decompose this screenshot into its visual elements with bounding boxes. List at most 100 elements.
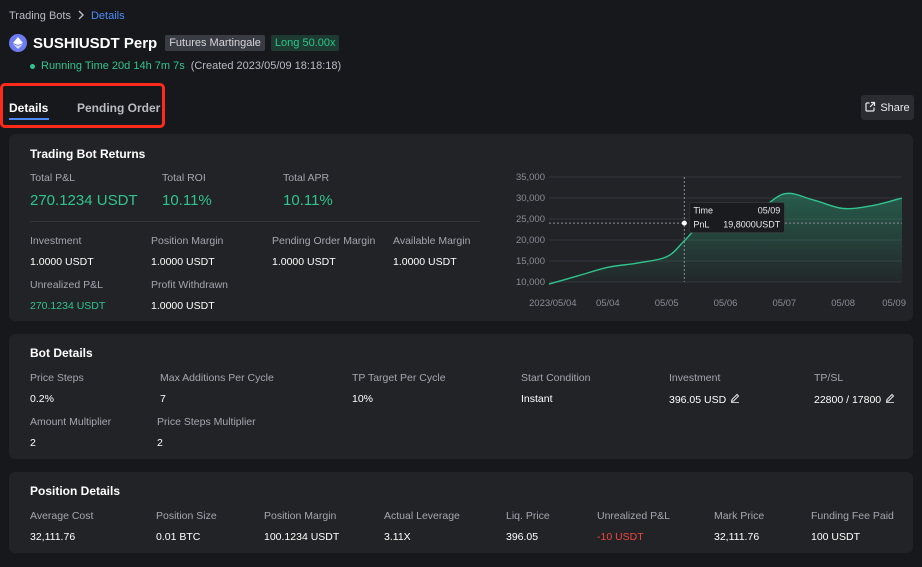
start-condition-field: Start Condition Instant xyxy=(521,372,590,405)
running-time: Running Time 20d 14h 7m 7s xyxy=(41,60,185,72)
field-label: Mark Price xyxy=(714,510,765,522)
total-pnl-value: 270.1234 USDT xyxy=(30,192,138,209)
total-apr: Total APR 10.11% xyxy=(283,172,333,209)
field-label: Position Size xyxy=(156,510,217,522)
field-label: Investment xyxy=(669,372,721,384)
pnl-chart-svg[interactable]: 10,000 15,000 20,000 25,000 30,000 35,000 2023… xyxy=(504,170,909,315)
total-pnl-label: Total P&L xyxy=(30,172,75,184)
field-value: 0.2% xyxy=(30,393,54,405)
field-value: 2 xyxy=(157,437,163,449)
chevron-right-icon xyxy=(77,9,85,23)
price-steps-field: Price Steps 0.2% xyxy=(30,372,84,405)
field-value: -10 USDT xyxy=(597,531,644,543)
position-unrealized-pnl-field: Unrealized P&L -10 USDT xyxy=(597,510,670,543)
share-label: Share xyxy=(880,101,910,114)
field-label: Unrealized P&L xyxy=(597,510,670,522)
actual-leverage-field: Actual Leverage 3.11X xyxy=(384,510,460,543)
field-label: Investment xyxy=(30,235,82,247)
field-value: 1.0000 USDT xyxy=(272,256,336,268)
edit-investment-icon[interactable] xyxy=(730,393,740,406)
field-label: Actual Leverage xyxy=(384,510,460,522)
divider xyxy=(30,221,480,222)
field-label: Price Steps Multiplier xyxy=(157,416,256,428)
field-label: Available Margin xyxy=(393,235,471,247)
field-label: Max Additions Per Cycle xyxy=(160,372,274,384)
total-roi-value: 10.11% xyxy=(162,192,212,209)
strategy-tag: Futures Martingale xyxy=(165,35,265,51)
position-margin-field: Position Margin 1.0000 USDT xyxy=(151,235,223,268)
pnl-area xyxy=(549,193,902,285)
field-value: 1.0000 USDT xyxy=(30,256,94,268)
pnl-chart[interactable]: 10,000 15,000 20,000 25,000 30,000 35,000 2023… xyxy=(504,170,909,315)
liq-price-field: Liq. Price 396.05 xyxy=(506,510,550,543)
field-value: 7 xyxy=(160,393,166,405)
field-label: Position Margin xyxy=(264,510,337,522)
edit-tp-sl-icon[interactable] xyxy=(885,393,895,406)
sushi-coin-icon xyxy=(9,34,27,52)
y-tick-label: 20,000 xyxy=(516,235,545,246)
tooltip-box xyxy=(689,202,785,233)
breadcrumb-trading-bots[interactable]: Trading Bots xyxy=(9,10,71,22)
field-value: 10% xyxy=(352,393,374,405)
direction-tag: Long 50.00x xyxy=(270,35,340,51)
available-margin-field: Available Margin 1.0000 USDT xyxy=(393,235,470,268)
field-label: Funding Fee Paid xyxy=(811,510,894,522)
total-pnl: Total P&L 270.1234 USDT xyxy=(30,172,138,209)
created-time: (Created 2023/05/09 18:18:18) xyxy=(190,60,342,72)
field-value: 100 USDT xyxy=(811,531,861,543)
x-tick-label: 05/05 xyxy=(655,298,679,309)
field-value: 1.0000 USDT xyxy=(393,256,457,268)
active-tab-indicator xyxy=(9,118,49,120)
mark-price-field: Mark Price 32,111.76 xyxy=(714,510,764,543)
share-icon xyxy=(865,101,876,115)
investment-field: Investment 1.0000 USDT xyxy=(30,235,94,268)
position-margin-detail-field: Position Margin 100.1234 USDT xyxy=(264,510,339,543)
bot-investment-field: Investment 396.05 USD xyxy=(669,372,740,406)
tp-target-field: TP Target Per Cycle 10% xyxy=(352,372,446,405)
total-apr-value: 10.11% xyxy=(283,192,333,209)
tooltip-pnl-value: 19,8000USDT xyxy=(723,220,781,230)
bot-details-title: Bot Details xyxy=(30,346,93,360)
field-label: Start Condition xyxy=(521,372,591,384)
unrealized-pnl-field: Unrealized P&L 270.1234 USDT xyxy=(30,279,105,312)
position-details-title: Position Details xyxy=(30,484,121,498)
field-label: Price Steps xyxy=(30,372,84,384)
tab-pending-order[interactable]: Pending Order xyxy=(77,101,161,115)
share-button[interactable]: Share xyxy=(861,95,914,120)
field-value: 396.05 USD xyxy=(669,393,740,406)
breadcrumb-details: Details xyxy=(90,10,125,22)
field-label: Amount Multiplier xyxy=(30,416,112,428)
x-tick-label: 05/04 xyxy=(596,298,620,309)
field-label: Unrealized P&L xyxy=(30,279,103,291)
field-value: Instant xyxy=(521,393,553,405)
tooltip-time-value: 05/09 xyxy=(758,206,781,216)
tab-details[interactable]: Details xyxy=(9,101,49,115)
position-details-card: Position Details Average Cost 32,111.76 … xyxy=(9,472,913,553)
field-value: 22800 / 17800 xyxy=(814,393,895,406)
field-label: TP Target Per Cycle xyxy=(352,372,446,384)
total-roi: Total ROI 10.11% xyxy=(162,172,212,209)
pair-name: SUSHIUSDT Perp xyxy=(33,34,158,52)
x-tick-label: 05/07 xyxy=(772,298,796,309)
field-value: 1.0000 USDT xyxy=(151,300,215,312)
field-value: 270.1234 USDT xyxy=(30,300,106,312)
x-tick-label: 05/09 xyxy=(882,298,906,309)
field-label: TP/SL xyxy=(814,372,844,384)
total-apr-label: Total APR xyxy=(283,172,330,184)
bot-header: SUSHIUSDT Perp Futures Martingale Long 5… xyxy=(9,34,340,52)
tp-sl-value: 22800 / 17800 xyxy=(814,393,882,406)
running-dot-icon xyxy=(30,63,35,69)
max-additions-field: Max Additions Per Cycle 7 xyxy=(160,372,274,405)
field-value: 1.0000 USDT xyxy=(151,256,215,268)
bot-details-card: Bot Details Price Steps 0.2% Max Additio… xyxy=(9,334,913,459)
tab-bar: Details Pending Order xyxy=(0,83,165,128)
field-value: 2 xyxy=(30,437,36,449)
field-label: Position Margin xyxy=(151,235,224,247)
field-label: Liq. Price xyxy=(506,510,550,522)
returns-title: Trading Bot Returns xyxy=(30,147,146,161)
field-label: Average Cost xyxy=(30,510,94,522)
running-status: Running Time 20d 14h 7m 7s (Created 2023… xyxy=(30,60,342,72)
y-tick-label: 35,000 xyxy=(516,172,545,183)
field-label: Profit Withdrawn xyxy=(151,279,229,291)
y-tick-label: 25,000 xyxy=(516,214,545,225)
